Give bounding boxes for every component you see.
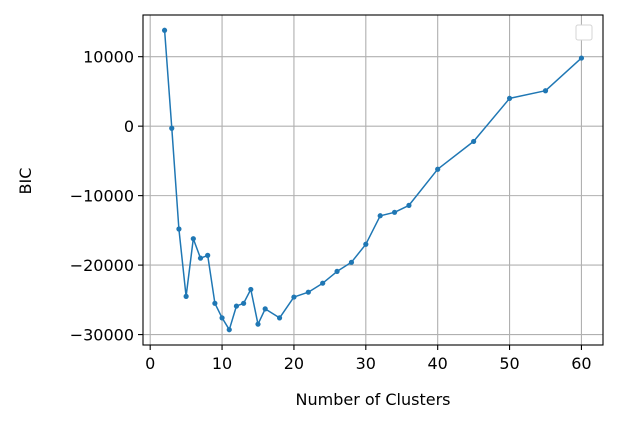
data-point (377, 213, 383, 219)
data-point (255, 321, 261, 327)
data-point (197, 255, 204, 261)
bic-line (163, 30, 582, 331)
data-point (219, 315, 225, 321)
data-point (334, 268, 340, 274)
x-tick-label: 10 (212, 354, 232, 373)
data-point (183, 293, 189, 299)
data-point (241, 300, 247, 306)
x-tick-label: 50 (499, 354, 519, 373)
data-point (320, 280, 326, 286)
legend-box (575, 24, 593, 41)
data-point (169, 125, 175, 131)
data-point (176, 226, 182, 232)
y-axis-label: BIC (16, 168, 35, 195)
data-point (291, 294, 297, 300)
x-tick-label: 40 (428, 354, 448, 373)
y-tick-label: −30000 (70, 326, 134, 345)
x-axis-label: Number of Clusters (296, 390, 451, 409)
series-line (161, 27, 585, 333)
x-tick-label: 60 (571, 354, 591, 373)
data-point (406, 202, 412, 208)
data-point (363, 241, 369, 247)
y-tick-label: 0 (124, 117, 134, 136)
data-point (161, 27, 168, 33)
data-point (233, 303, 240, 309)
data-point (248, 286, 254, 293)
data-point (276, 315, 283, 321)
data-point (471, 138, 477, 145)
data-point (262, 306, 268, 312)
x-tick-label: 20 (284, 354, 304, 373)
data-point (212, 300, 218, 306)
data-point (542, 88, 549, 94)
data-point (578, 55, 585, 61)
x-tick-label: 30 (356, 354, 376, 373)
data-point (391, 209, 398, 215)
data-point (435, 166, 441, 172)
plot-area-frame (142, 14, 604, 346)
data-point (348, 259, 355, 265)
axis-ticks: 0 10 20 30 40 50 60 −30000 −20000 −10000 0 10000 (70, 48, 592, 373)
y-tick-label: −10000 (70, 187, 134, 206)
grid (143, 15, 603, 345)
data-point (190, 236, 196, 242)
data-point (506, 95, 513, 101)
data-point (226, 327, 232, 333)
data-point (205, 252, 211, 258)
data-point (305, 289, 311, 295)
y-tick-label: −20000 (70, 256, 134, 275)
x-tick-label: 0 (145, 354, 155, 373)
y-tick-label: 10000 (83, 48, 134, 67)
